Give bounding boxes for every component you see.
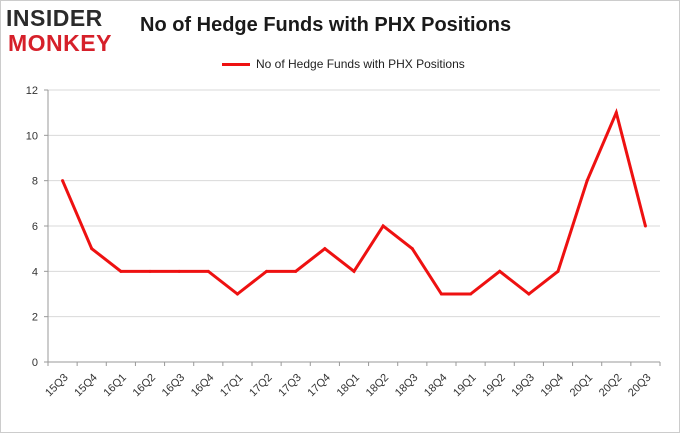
x-tick-label: 19Q3 xyxy=(509,372,537,400)
x-tick-label: 16Q3 xyxy=(160,372,188,400)
x-tick-label: 18Q2 xyxy=(364,372,392,400)
y-tick-label: 8 xyxy=(32,176,38,188)
logo-text-insider: INSIDER xyxy=(6,5,103,31)
data-point xyxy=(265,269,269,273)
chart-legend: No of Hedge Funds with PHX Positions xyxy=(222,56,465,72)
x-tick-label: 17Q1 xyxy=(218,372,246,400)
data-point xyxy=(381,224,385,228)
y-tick-label: 6 xyxy=(32,221,38,233)
x-tick-label: 20Q3 xyxy=(626,372,654,400)
data-point xyxy=(439,292,443,296)
data-point xyxy=(498,269,502,273)
y-tick-label: 0 xyxy=(32,357,38,369)
data-point xyxy=(177,269,181,273)
legend-label: No of Hedge Funds with PHX Positions xyxy=(256,57,465,71)
insider-monkey-logo: INSIDER MONKEY xyxy=(6,6,128,56)
data-point xyxy=(585,179,589,183)
axis-layer xyxy=(44,89,661,366)
x-tick-label: 19Q4 xyxy=(539,372,567,400)
data-point xyxy=(556,269,560,273)
grid-layer xyxy=(48,89,660,363)
x-tick-label: 18Q3 xyxy=(393,372,421,400)
x-tick-label: 16Q2 xyxy=(131,372,159,400)
x-tick-label: 19Q2 xyxy=(480,372,508,400)
data-point xyxy=(614,111,618,115)
data-point xyxy=(61,179,65,183)
y-tick-label: 12 xyxy=(26,85,38,97)
data-point xyxy=(410,247,414,251)
data-point xyxy=(148,269,152,273)
data-point xyxy=(469,292,473,296)
data-point xyxy=(119,269,123,273)
x-tick-label: 20Q2 xyxy=(597,372,625,400)
x-tick-label: 19Q1 xyxy=(451,372,479,400)
x-tick-label: 15Q4 xyxy=(72,372,100,400)
x-tick-label: 17Q4 xyxy=(305,372,333,400)
data-point xyxy=(235,292,239,296)
series-layer xyxy=(61,108,647,296)
data-point xyxy=(323,247,327,251)
x-tick-label: 18Q4 xyxy=(422,372,450,400)
chart-title: No of Hedge Funds with PHX Positions xyxy=(140,14,512,36)
y-tick-label: 10 xyxy=(26,130,38,142)
x-tick-label: 17Q3 xyxy=(276,372,304,400)
legend-swatch xyxy=(222,62,250,66)
data-point xyxy=(90,247,94,251)
y-tick-label: 2 xyxy=(32,312,38,324)
logo-text-monkey: MONKEY xyxy=(8,30,112,56)
x-tick-label: 20Q1 xyxy=(568,372,596,400)
data-point xyxy=(206,269,210,273)
data-point xyxy=(294,269,298,273)
x-tick-label: 17Q2 xyxy=(247,372,275,400)
y-tick-labels: 0 2 4 6 8 10 12 xyxy=(26,85,38,369)
data-point xyxy=(352,269,356,273)
series-line xyxy=(61,108,647,296)
x-tick-label: 18Q1 xyxy=(335,372,363,400)
x-tick-label: 15Q3 xyxy=(43,372,71,400)
y-tick-label: 4 xyxy=(32,266,38,278)
data-point xyxy=(527,292,531,296)
x-tick-label: 16Q1 xyxy=(101,372,129,400)
x-tick-labels: 15Q3 15Q4 16Q1 16Q2 16Q3 16Q4 17Q1 17Q2 17Q3 17Q4… xyxy=(43,372,653,400)
x-tick-label: 16Q4 xyxy=(189,372,217,400)
data-point xyxy=(643,224,647,228)
